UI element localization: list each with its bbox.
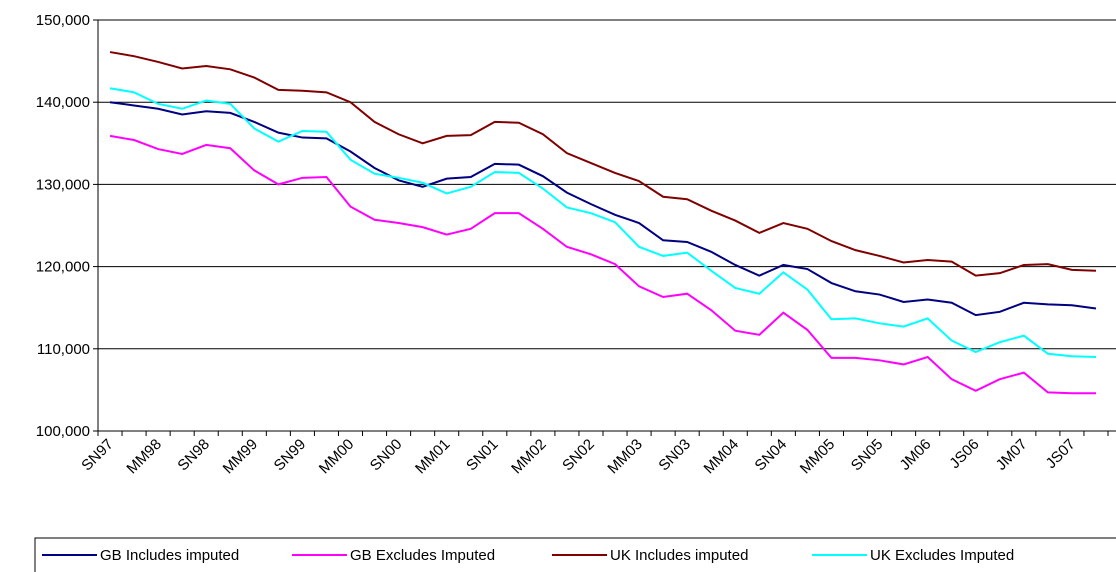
x-tick-label: MM01 [412, 436, 453, 477]
x-tick-label: SN98 [174, 436, 213, 475]
x-tick-label: SN02 [559, 436, 598, 475]
x-tick-label: MM03 [604, 436, 645, 477]
legend-label: GB Includes imputed [100, 547, 239, 564]
x-tick-label: JM06 [897, 436, 935, 474]
x-tick-label: JS06 [946, 436, 982, 472]
x-tick-label: SN97 [78, 436, 117, 475]
x-tick-label: SN04 [752, 436, 791, 475]
y-tick-label: 150,000 [36, 12, 90, 29]
x-tick-label: JS07 [1043, 436, 1079, 472]
legend-label: GB Excludes Imputed [350, 547, 495, 564]
legend-label: UK Excludes Imputed [870, 547, 1014, 564]
series-line [109, 51, 1097, 277]
series-line [109, 134, 1096, 395]
x-tick-label: SN05 [848, 436, 887, 475]
x-tick-label: SN03 [655, 436, 694, 475]
x-tick-label: MM98 [123, 436, 164, 477]
x-tick-label: MM99 [220, 436, 261, 477]
x-tick-label: MM02 [508, 436, 549, 477]
y-tick-label: 140,000 [36, 94, 90, 111]
x-tick-label: SN99 [271, 436, 310, 475]
y-tick-label: 130,000 [36, 176, 90, 193]
x-tick-label: MM00 [316, 436, 357, 477]
y-tick-label: 120,000 [36, 259, 90, 276]
y-tick-label: 100,000 [36, 423, 90, 440]
series-line [109, 101, 1097, 317]
legend-label: UK Includes imputed [610, 547, 748, 564]
y-tick-label: 110,000 [37, 341, 90, 358]
x-tick-label: MM05 [797, 436, 838, 477]
x-tick-label: MM04 [701, 436, 742, 477]
x-tick-label: SN00 [367, 436, 406, 475]
x-tick-label: JM07 [993, 436, 1031, 474]
series-line [109, 87, 1097, 359]
x-tick-label: SN01 [463, 436, 502, 475]
